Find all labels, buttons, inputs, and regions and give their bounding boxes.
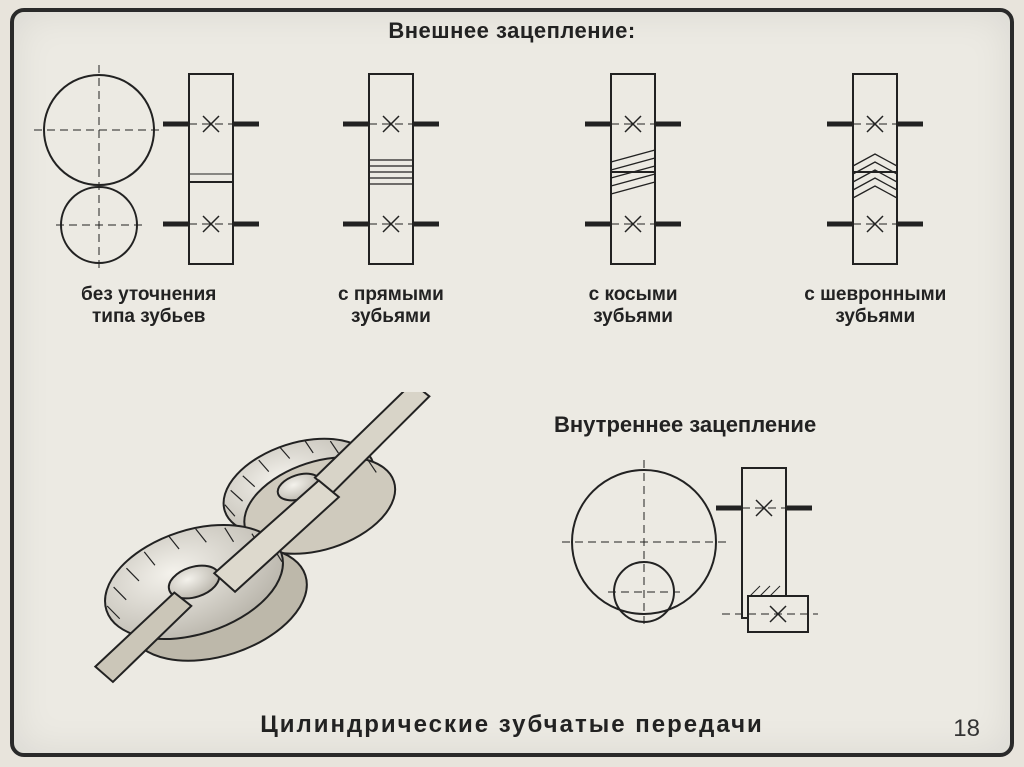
title-internal-engagement: Внутреннее зацепление	[554, 412, 816, 438]
diagram-internal-engagement	[534, 442, 864, 672]
title-bottom: Цилиндрические зубчатые передачи	[14, 711, 1010, 739]
diagram-no-tooth-type: без уточнения типа зубьев	[34, 60, 263, 328]
diagram-straight-teeth: с прямыми зубьями	[276, 60, 505, 328]
label-d2: с прямыми зубьями	[338, 284, 444, 328]
gear-pair-3d-illustration	[64, 392, 464, 692]
label-d3: с косыми зубьями	[589, 284, 678, 328]
diagram-helical-teeth: с косыми зубьями	[518, 60, 747, 328]
external-engagement-row: без уточнения типа зубьев	[34, 60, 990, 330]
label-d4: с шевронными зубьями	[804, 284, 946, 328]
page-number: 18	[953, 715, 980, 743]
title-external-engagement: Внешнее зацепление:	[14, 18, 1010, 44]
diagram-herringbone-teeth: с шевронными зубьями	[761, 60, 990, 328]
page-frame: Внешнее зацепление:	[10, 8, 1014, 757]
label-d1: без уточнения типа зубьев	[81, 284, 216, 328]
